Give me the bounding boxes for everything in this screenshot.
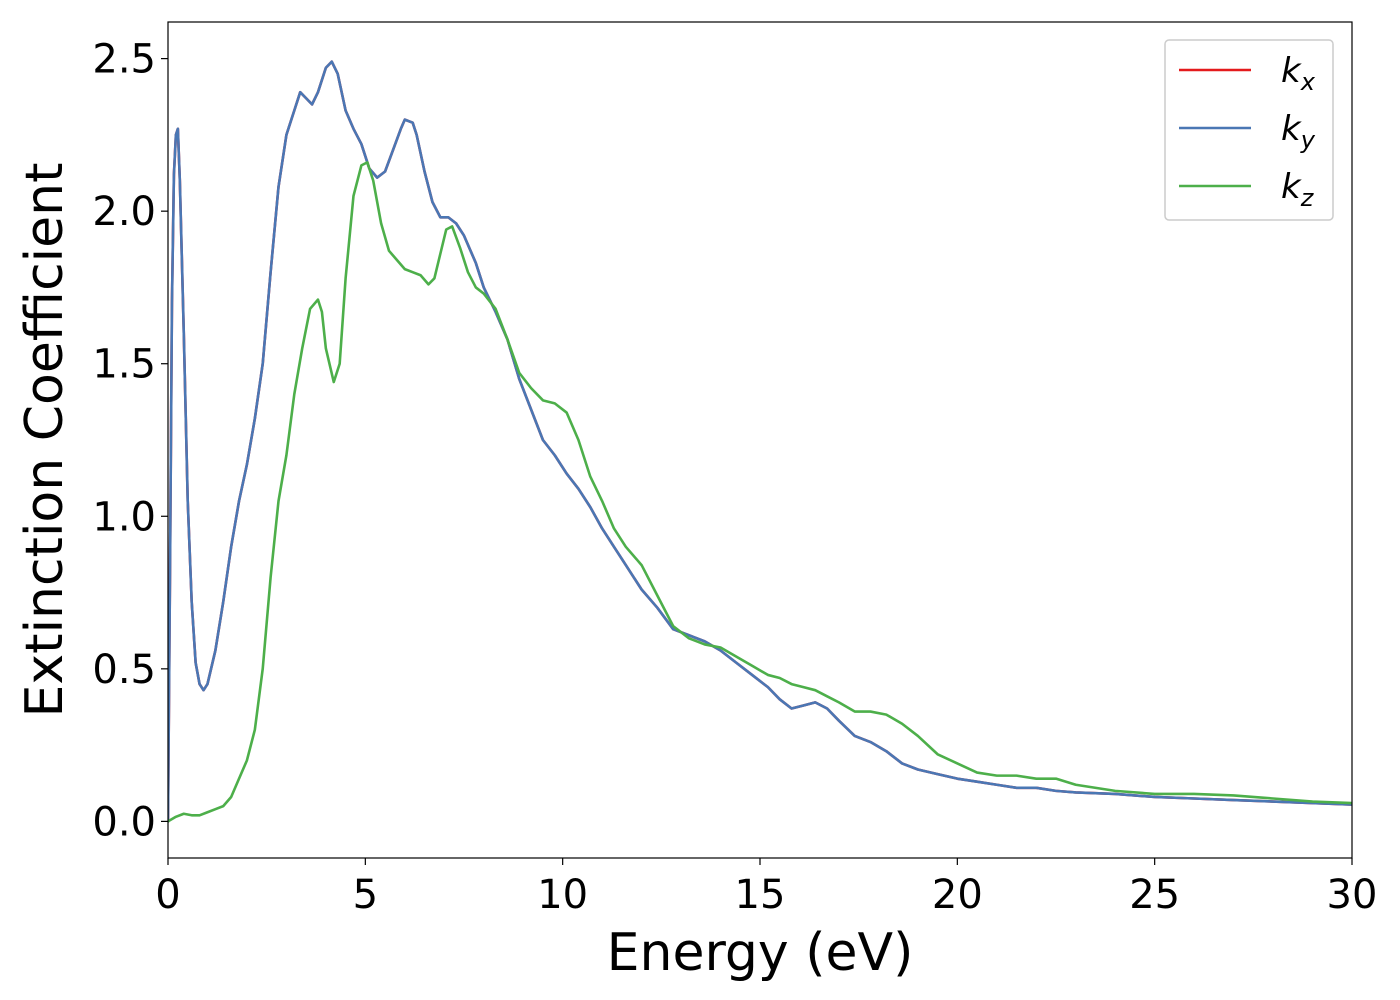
legend-box	[1164, 39, 1334, 221]
x-axis-title: Energy (eV)	[607, 923, 914, 983]
y-axis-title: Extinction Coefficient	[15, 163, 75, 718]
series-layer	[168, 60, 1352, 823]
x-tick-label: 20	[932, 872, 983, 918]
y-axis-ticks: 0.0 0.5 1.0 1.5 2.0 2.5	[92, 37, 168, 845]
series-line-k-y	[168, 60, 1352, 823]
y-tick-label: 0.0	[92, 799, 156, 845]
x-tick-label: 30	[1327, 872, 1378, 918]
y-tick-label: 2.5	[92, 37, 156, 83]
series-line-k-z	[168, 161, 1352, 823]
x-tick-label: 10	[537, 872, 588, 918]
x-tick-label: 0	[155, 872, 180, 918]
x-tick-label: 25	[1129, 872, 1180, 918]
y-tick-label: 2.0	[92, 189, 156, 235]
y-tick-label: 0.5	[92, 647, 156, 693]
x-tick-label: 5	[353, 872, 378, 918]
y-tick-label: 1.0	[92, 494, 156, 540]
y-tick-label: 1.5	[92, 342, 156, 388]
x-axis-ticks: 0 5 10 15 20 25 30	[155, 858, 1377, 918]
x-tick-label: 15	[735, 872, 786, 918]
